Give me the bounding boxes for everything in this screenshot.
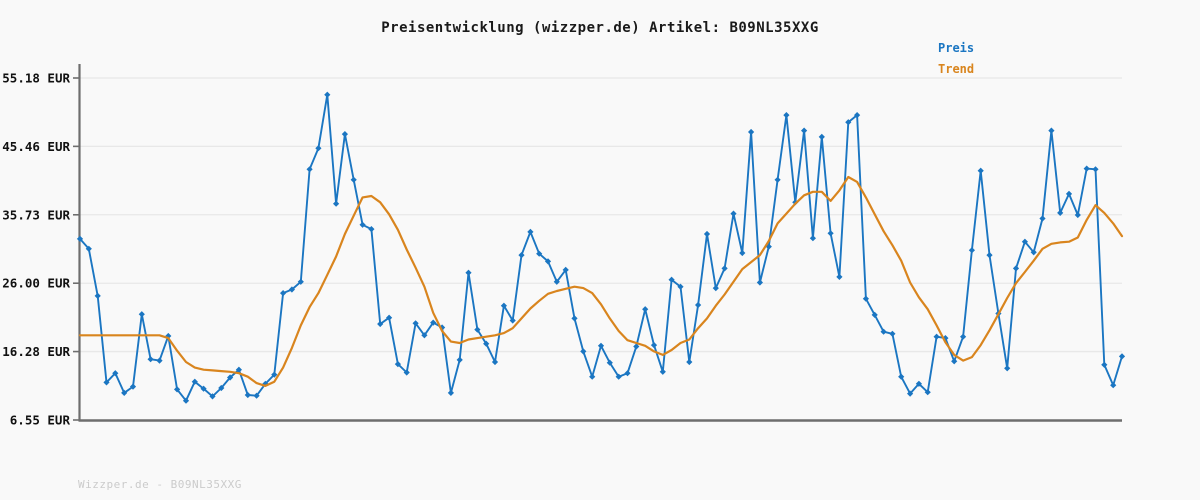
legend-label-preis: Preis bbox=[938, 41, 975, 55]
footer-watermark: Wizzper.de - B09NL35XXG bbox=[78, 478, 242, 491]
preis-markers bbox=[76, 91, 1126, 404]
y-tick-label: 6.55 EUR bbox=[10, 413, 71, 428]
y-tick-label: 26.00 EUR bbox=[2, 276, 70, 291]
y-tick-label: 35.73 EUR bbox=[2, 207, 70, 222]
y-tick-label: 55.18 EUR bbox=[2, 71, 70, 86]
chart-legend: Preis Trend bbox=[938, 38, 974, 80]
legend-item-trend: Trend bbox=[938, 59, 974, 80]
y-tick-label: 45.46 EUR bbox=[2, 139, 70, 154]
y-tick-label: 16.28 EUR bbox=[2, 344, 70, 359]
legend-item-preis: Preis bbox=[938, 38, 974, 59]
chart-title: Preisentwicklung (wizzper.de) Artikel: B… bbox=[381, 20, 819, 36]
legend-label-trend: Trend bbox=[938, 62, 975, 76]
preis-line bbox=[79, 93, 1123, 402]
trend-line bbox=[78, 175, 1124, 387]
